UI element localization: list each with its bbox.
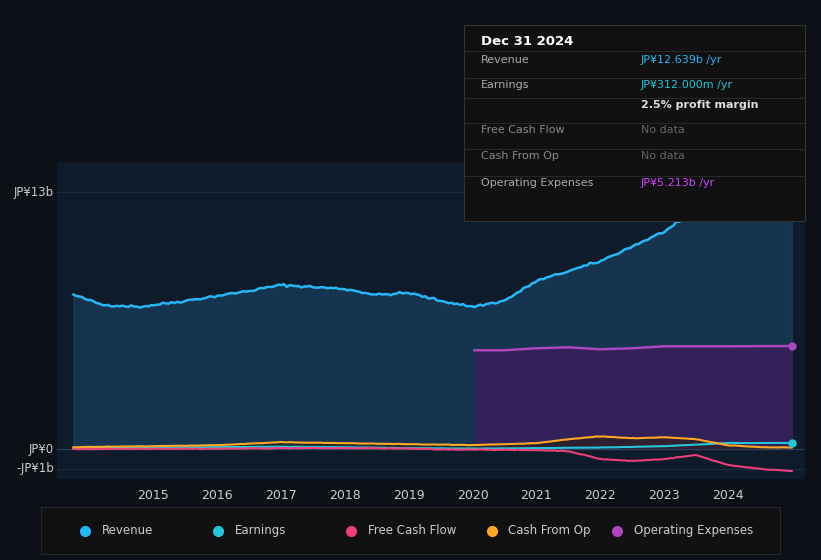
Text: JP¥12.639b /yr: JP¥12.639b /yr — [641, 55, 722, 64]
Text: No data: No data — [641, 125, 685, 135]
Text: Operating Expenses: Operating Expenses — [634, 524, 753, 537]
Text: Cash From Op: Cash From Op — [508, 524, 590, 537]
Text: -JP¥1b: -JP¥1b — [16, 463, 53, 475]
Text: Operating Expenses: Operating Expenses — [481, 178, 594, 188]
Text: Revenue: Revenue — [102, 524, 153, 537]
Text: Revenue: Revenue — [481, 55, 530, 64]
Text: No data: No data — [641, 151, 685, 161]
Text: Dec 31 2024: Dec 31 2024 — [481, 35, 573, 48]
Text: JP¥5.213b /yr: JP¥5.213b /yr — [641, 178, 715, 188]
Text: Earnings: Earnings — [235, 524, 286, 537]
Text: Free Cash Flow: Free Cash Flow — [481, 125, 565, 135]
Text: JP¥13b: JP¥13b — [14, 185, 53, 199]
Text: Free Cash Flow: Free Cash Flow — [368, 524, 456, 537]
Text: JP¥0: JP¥0 — [29, 442, 53, 456]
Text: Earnings: Earnings — [481, 80, 530, 90]
Text: Cash From Op: Cash From Op — [481, 151, 559, 161]
Text: JP¥312.000m /yr: JP¥312.000m /yr — [641, 80, 733, 90]
Text: 2.5% profit margin: 2.5% profit margin — [641, 100, 759, 110]
